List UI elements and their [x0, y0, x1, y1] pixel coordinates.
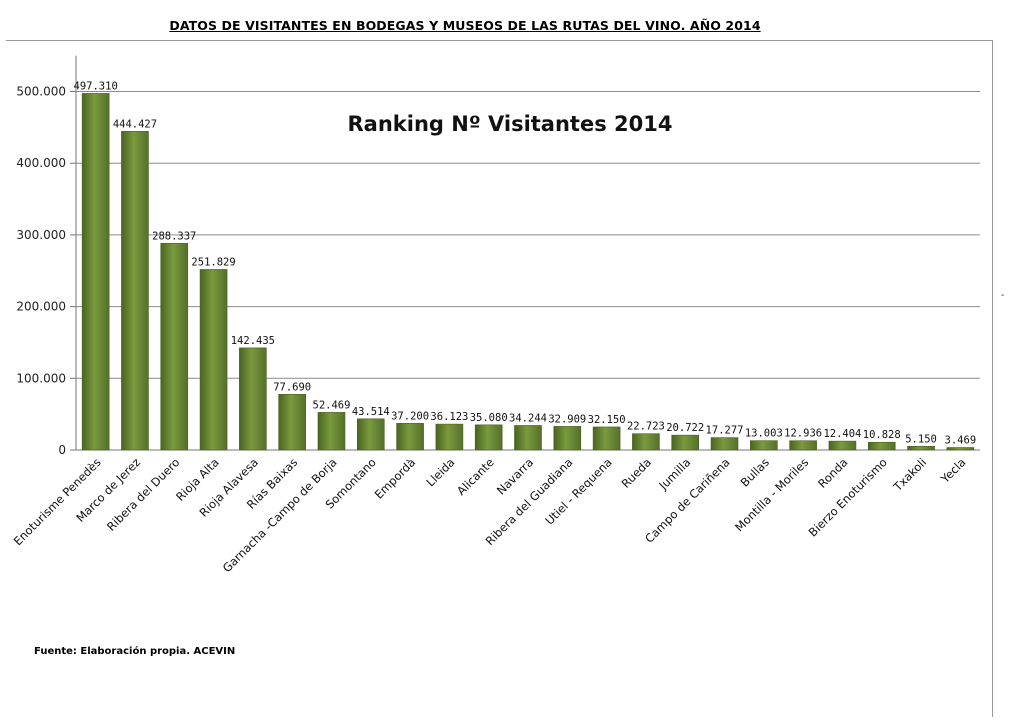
- bar: [81, 93, 110, 451]
- bar: [671, 434, 700, 451]
- bar: [828, 440, 857, 451]
- data-label: 34.244: [509, 412, 547, 424]
- data-label: 20.722: [666, 422, 704, 434]
- data-label: 10.828: [863, 429, 901, 441]
- x-tick-label: Lleida: [423, 455, 457, 489]
- x-tick-label: Yecla: [937, 455, 968, 486]
- data-label: 251.829: [191, 256, 235, 268]
- x-tick-label: Txakoli: [890, 455, 929, 494]
- bar: [160, 242, 189, 451]
- y-tick-label: 200.000: [16, 300, 66, 314]
- data-label: 142.435: [231, 335, 275, 347]
- chart-frame: [6, 40, 993, 717]
- y-tick-label: 400.000: [16, 156, 66, 170]
- data-label: 444.427: [113, 118, 157, 130]
- data-labels: 497.310 444.427 288.337 251.829 142.435 77.69…: [74, 80, 977, 446]
- x-tick-label: Ronda: [815, 455, 850, 490]
- bar: [435, 423, 464, 451]
- data-label: 288.337: [152, 230, 196, 242]
- source-note: Fuente: Elaboración propia. ACEVIN: [34, 646, 236, 657]
- x-tick-label: Bullas: [738, 455, 772, 489]
- bar: [317, 412, 346, 451]
- bar: [632, 433, 660, 451]
- y-tick-label: 300.000: [16, 228, 66, 242]
- x-tick-label: Empordà: [372, 455, 418, 501]
- chart-title: Ranking Nº Visitantes 2014: [348, 112, 673, 136]
- bar: [907, 446, 935, 451]
- data-label: 32.150: [588, 414, 626, 426]
- data-label: 52.469: [313, 399, 351, 411]
- data-label: 36.123: [430, 411, 468, 423]
- bars: [81, 93, 975, 451]
- x-tick-label: Montilla - Moriles: [732, 455, 811, 534]
- x-tick-label: Jumilla: [655, 455, 693, 493]
- data-label: 32.909: [548, 413, 586, 425]
- data-label: 13.003: [745, 428, 783, 440]
- bar: [867, 441, 896, 451]
- data-label: 37.200: [391, 410, 429, 422]
- bar: [278, 393, 306, 451]
- bar: [592, 426, 621, 451]
- bar: [121, 131, 149, 451]
- bar: [239, 347, 267, 451]
- x-tick-label: Alicante: [454, 455, 497, 498]
- data-label: 43.514: [352, 406, 390, 418]
- data-label: 5.150: [905, 433, 937, 445]
- side-mark: -: [1001, 290, 1005, 301]
- bar: [199, 269, 228, 451]
- y-tick-label: 500.000: [16, 85, 66, 99]
- bar: [789, 440, 817, 451]
- data-label: 497.310: [74, 80, 118, 92]
- x-tick-label: Rueda: [619, 455, 654, 490]
- data-label: 12.936: [784, 428, 822, 440]
- x-tick-label: Utiel - Requena: [542, 455, 614, 527]
- y-tick-label: 100.000: [16, 371, 66, 385]
- bar: [750, 440, 778, 451]
- y-tick-label: 0: [58, 443, 66, 457]
- data-label: 77.690: [273, 381, 311, 393]
- y-axis-ticks: 0 100.000 200.000 300.000 400.000 500.000: [16, 85, 66, 458]
- data-label: 22.723: [627, 421, 665, 433]
- bar: [553, 426, 582, 451]
- bar: [396, 423, 424, 451]
- bar: [474, 424, 503, 451]
- data-label: 17.277: [706, 425, 744, 437]
- data-label: 12.404: [823, 428, 861, 440]
- bar: [356, 418, 385, 451]
- bar: [946, 447, 975, 451]
- bar: [514, 425, 542, 451]
- bar: [710, 437, 739, 451]
- data-label: 3.469: [945, 435, 977, 447]
- data-label: 35.080: [470, 412, 508, 424]
- document-title: DATOS DE VISITANTES EN BODEGAS Y MUSEOS …: [169, 18, 761, 33]
- x-tick-label: Ribera del Duero: [104, 455, 182, 533]
